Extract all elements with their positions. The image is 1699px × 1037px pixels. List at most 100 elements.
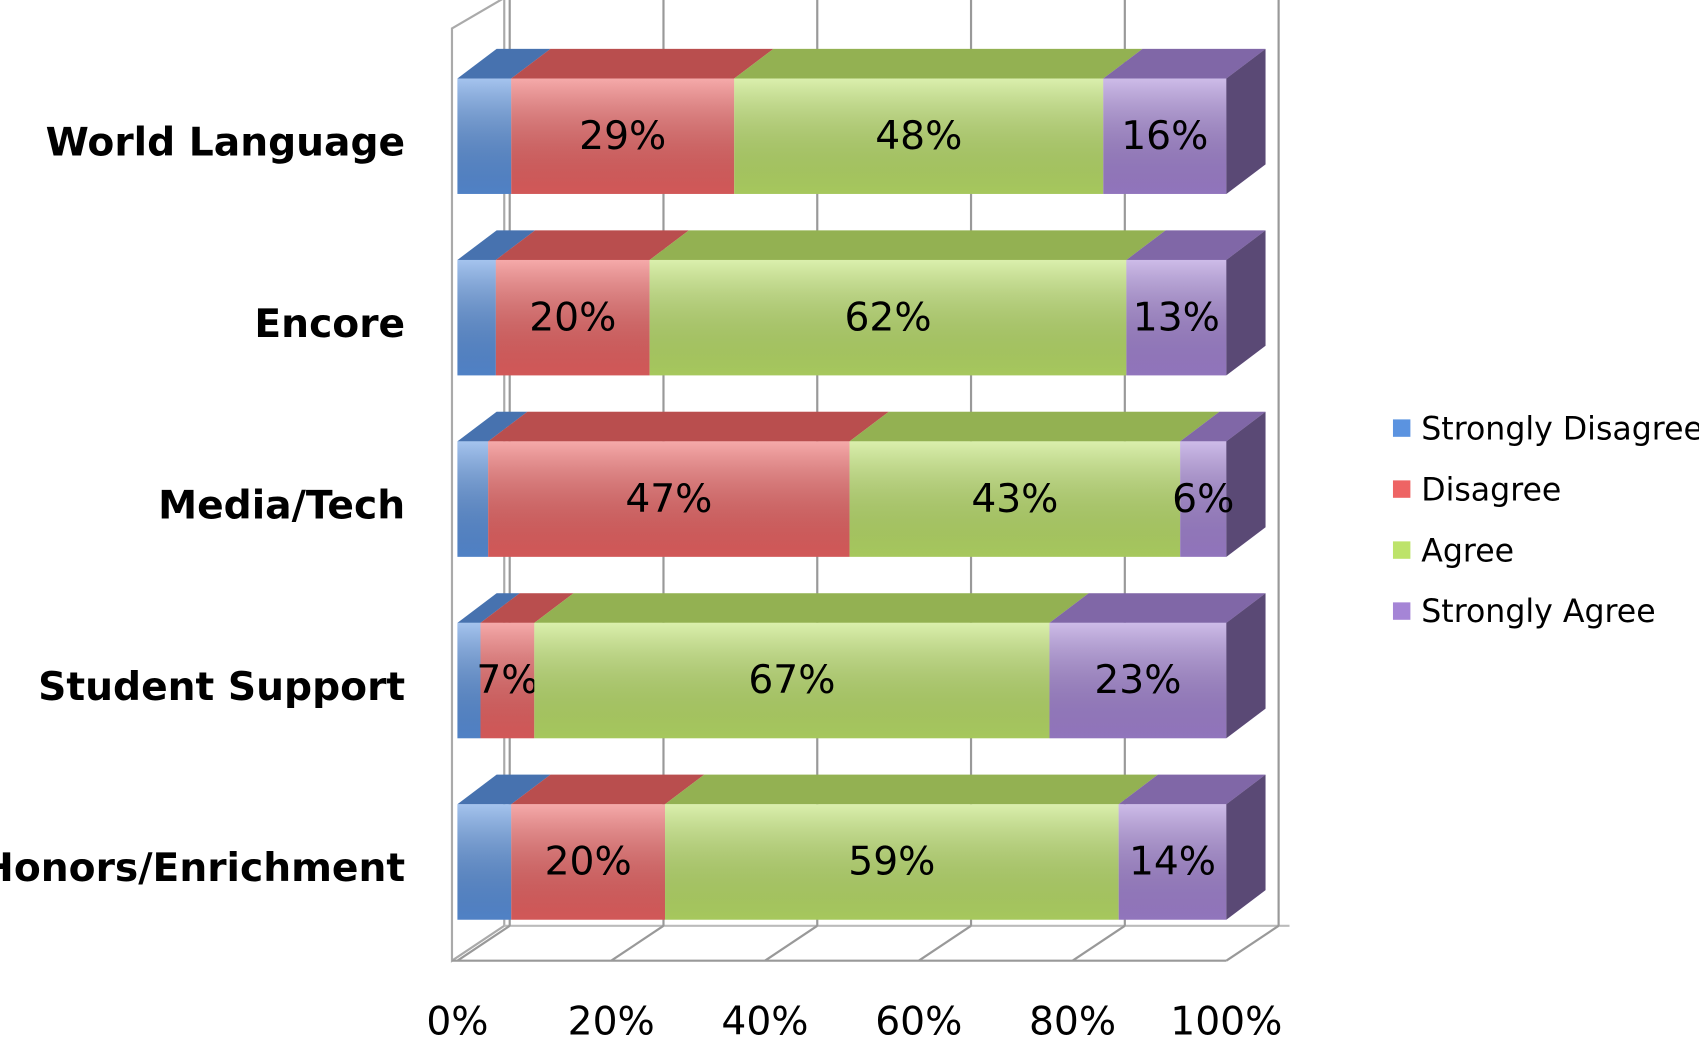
- bar-top: [1049, 593, 1266, 623]
- bar-shine: [1126, 259, 1227, 376]
- bar-top-shade: [534, 593, 1089, 623]
- bar-top: [511, 774, 705, 805]
- floor-grid: [1071, 924, 1126, 962]
- bar-top-shade: [1126, 230, 1266, 260]
- value-label: 29%: [579, 114, 666, 159]
- value-label: 20%: [529, 295, 616, 340]
- bar-top-shade: [665, 774, 1158, 805]
- legend-swatch: [1392, 602, 1411, 620]
- bar-top: [511, 48, 774, 79]
- bar-shine: [488, 441, 850, 557]
- bar-shine: [511, 78, 735, 194]
- value-label: 13%: [1133, 295, 1220, 340]
- bar-shine: [457, 78, 512, 194]
- x-tick-label: 60%: [875, 999, 962, 1037]
- bar-top-shade: [649, 230, 1166, 260]
- legend-swatch: [1392, 541, 1411, 559]
- bar-top-shade: [488, 411, 889, 442]
- category-label: World Language: [46, 120, 406, 165]
- x-tick-label: 80%: [1029, 999, 1116, 1037]
- bar-top: [734, 48, 1143, 79]
- bar-shine: [734, 78, 1104, 194]
- bar-top: [480, 593, 574, 623]
- bar-top: [457, 230, 536, 260]
- bar-top-shade: [480, 593, 574, 623]
- value-label: 67%: [748, 658, 835, 703]
- bar-shine: [480, 622, 535, 739]
- bar-shine: [534, 622, 1050, 739]
- value-label: 47%: [625, 477, 712, 522]
- bar-top-shade: [457, 230, 536, 260]
- category-label: Media/Tech: [158, 483, 405, 528]
- value-label: 48%: [875, 114, 962, 159]
- x-tick-label: 100%: [1170, 999, 1282, 1037]
- bar-top: [665, 774, 1158, 805]
- value-label: 59%: [848, 840, 935, 885]
- bar-top-shade: [457, 411, 528, 442]
- bar-side: [1226, 593, 1266, 739]
- bar-top: [1103, 48, 1266, 79]
- bar-top-shade: [734, 48, 1143, 79]
- category-label: Honors/Enrichment: [0, 846, 405, 891]
- value-label: 14%: [1129, 840, 1216, 885]
- bar-top-shade: [457, 48, 551, 79]
- legend-label: Disagree: [1421, 472, 1561, 508]
- value-label: 7%: [476, 658, 538, 703]
- floor-grid: [764, 924, 818, 962]
- bar-shine: [665, 804, 1119, 920]
- bar-shine: [1049, 622, 1227, 739]
- bar-shine: [1180, 441, 1227, 557]
- legend-swatch: [1392, 419, 1411, 437]
- bar-top: [649, 230, 1166, 260]
- bar-shine: [849, 441, 1181, 557]
- bar-top-shade: [1118, 774, 1266, 805]
- bar-side-shade: [1226, 593, 1266, 739]
- bar-top-shade: [511, 774, 705, 805]
- bar-shine: [457, 441, 489, 557]
- bar-shine: [1118, 804, 1227, 920]
- bar-top: [1118, 774, 1266, 805]
- bar-top: [1126, 230, 1266, 260]
- bar-top: [457, 774, 551, 805]
- bar-shine: [457, 259, 496, 376]
- legend-label: Agree: [1421, 533, 1514, 569]
- bar-side: [1226, 774, 1266, 920]
- bar-shine: [457, 622, 481, 739]
- legend-label: Strongly Disagree: [1421, 411, 1699, 447]
- value-label: 16%: [1121, 114, 1208, 159]
- bar-top-shade: [1180, 411, 1266, 442]
- bar-top: [534, 593, 1089, 623]
- bar-top-shade: [511, 48, 774, 79]
- bar-top-shade: [495, 230, 689, 260]
- bar-top: [488, 411, 889, 442]
- bar-top-shade: [457, 593, 520, 623]
- floor-grid: [918, 924, 972, 962]
- category-label: Student Support: [38, 665, 405, 710]
- x-tick-label: 0%: [426, 999, 488, 1037]
- bar-side-shade: [1226, 774, 1266, 920]
- bar-top: [495, 230, 689, 260]
- bar-side: [1226, 48, 1266, 194]
- category-label: Encore: [254, 302, 405, 347]
- value-label: 23%: [1094, 658, 1181, 703]
- bar-top: [457, 593, 520, 623]
- bar-top: [457, 48, 551, 79]
- legend-swatch: [1392, 480, 1411, 498]
- bar-shine: [495, 259, 650, 376]
- bar-side: [1226, 230, 1266, 376]
- bar-shine: [1103, 78, 1227, 194]
- bar-top-shade: [1049, 593, 1266, 623]
- value-label: 6%: [1172, 477, 1234, 522]
- legend-label: Strongly Agree: [1421, 594, 1655, 630]
- floor-grid: [1225, 924, 1280, 962]
- bar-top: [1180, 411, 1266, 442]
- value-label: 43%: [971, 477, 1058, 522]
- x-tick-label: 40%: [721, 999, 808, 1037]
- floor-grid: [610, 924, 665, 962]
- floor-grid: [456, 924, 511, 962]
- bar-side-shade: [1226, 230, 1266, 376]
- bar-top-shade: [457, 774, 551, 805]
- bar-top: [849, 411, 1220, 442]
- x-tick-label: 20%: [568, 999, 655, 1037]
